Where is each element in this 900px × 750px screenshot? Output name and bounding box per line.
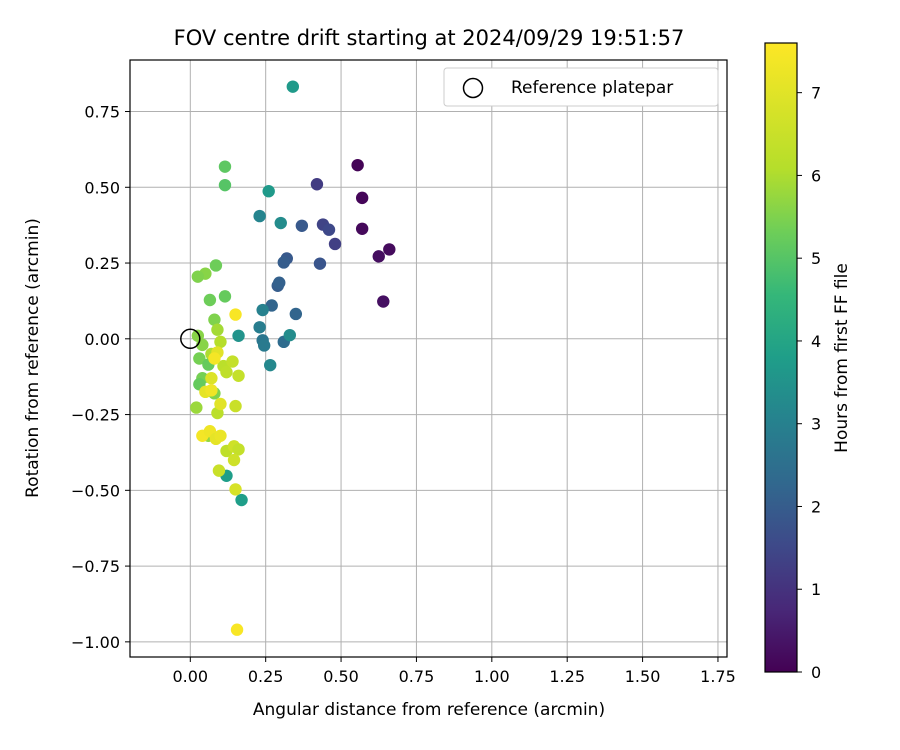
x-tick-label: 1.75 — [700, 667, 736, 686]
data-point — [214, 429, 227, 442]
legend-marker-icon — [462, 77, 484, 99]
y-tick-label: −0.75 — [71, 557, 120, 576]
data-point — [229, 399, 242, 413]
data-point — [230, 623, 244, 636]
y-tick-label: 0.00 — [84, 330, 120, 349]
colorbar-tick-label: 7 — [811, 84, 821, 103]
colorbar — [764, 42, 798, 673]
legend-box — [443, 67, 719, 107]
data-point — [220, 365, 233, 379]
data-point — [289, 307, 303, 321]
data-point — [328, 237, 342, 251]
data-point — [256, 303, 269, 317]
data-point — [355, 222, 369, 235]
x-tick-label: 0.25 — [248, 667, 284, 686]
y-axis-label: Rotation from reference (arcmin) — [23, 218, 43, 498]
data-points — [190, 80, 396, 636]
data-point — [355, 191, 369, 205]
data-point — [193, 352, 206, 365]
x-tick-label: 0.50 — [323, 667, 359, 686]
data-point — [218, 160, 232, 173]
data-point — [229, 308, 242, 321]
colorbar-tick-label: 1 — [811, 580, 821, 599]
data-point — [232, 329, 245, 342]
y-tick-label: −0.25 — [71, 406, 120, 425]
data-point — [377, 295, 390, 308]
x-tick-label: 0.00 — [172, 667, 208, 686]
data-point — [313, 257, 327, 270]
x-tick-label: 1.50 — [625, 667, 661, 686]
data-point — [264, 358, 277, 372]
colorbar-tick-label: 6 — [811, 166, 821, 185]
data-point — [235, 493, 248, 507]
colorbar-tick-label: 3 — [811, 415, 821, 434]
x-tick-label: 0.75 — [399, 667, 435, 686]
data-point — [214, 335, 227, 349]
data-point — [262, 185, 275, 198]
x-tick-label: 1.00 — [474, 667, 510, 686]
x-axis-label: Angular distance from reference (arcmin) — [253, 700, 605, 720]
data-point — [208, 313, 221, 326]
data-point — [274, 216, 287, 230]
colorbar-ticks: 0 1 2 3 4 5 6 7 — [797, 84, 821, 682]
colorbar-tick-label: 0 — [811, 663, 821, 682]
data-point — [218, 178, 232, 192]
colorbar-tick-label: 4 — [811, 332, 821, 351]
data-point — [232, 443, 245, 456]
legend-label: Reference platepar — [511, 78, 673, 98]
data-point — [203, 293, 217, 307]
data-point — [310, 178, 324, 191]
colorbar-tick-label: 5 — [811, 249, 821, 268]
data-point — [209, 259, 223, 272]
colorbar-label: Hours from first FF file — [832, 263, 852, 453]
data-point — [273, 276, 286, 289]
data-point — [205, 371, 218, 385]
legend: Reference platepar — [443, 67, 719, 107]
data-point — [227, 453, 241, 467]
data-point — [191, 270, 205, 283]
reference-platepar-marker — [180, 328, 201, 350]
y-tick-label: 0.75 — [84, 103, 120, 122]
colorbar-tick-label: 2 — [811, 497, 821, 516]
data-point — [205, 384, 218, 397]
data-point — [383, 243, 396, 256]
data-point — [208, 352, 221, 365]
grid — [130, 60, 727, 657]
data-point — [322, 223, 336, 236]
x-axis-ticks: 0.00 0.25 0.50 0.75 1.00 1.25 1.50 1.75 — [172, 657, 736, 686]
y-tick-label: −0.50 — [71, 481, 120, 500]
data-point — [218, 290, 232, 303]
data-point — [253, 321, 266, 334]
y-tick-label: 0.50 — [84, 178, 120, 197]
x-tick-label: 1.25 — [549, 667, 585, 686]
data-point — [211, 323, 224, 336]
plot-frame — [129, 59, 728, 658]
data-point — [283, 328, 297, 342]
data-point — [232, 369, 245, 382]
data-point — [226, 355, 239, 368]
data-point — [277, 256, 290, 269]
y-tick-label: −1.00 — [71, 633, 120, 652]
y-tick-label: 0.25 — [84, 254, 120, 273]
data-point — [229, 483, 242, 496]
data-point — [351, 158, 364, 172]
data-point — [295, 219, 309, 232]
data-point — [214, 397, 227, 411]
data-point — [253, 209, 266, 223]
chart-title: FOV centre drift starting at 2024/09/29 … — [174, 26, 685, 50]
data-point — [257, 339, 271, 352]
data-point — [190, 401, 203, 414]
data-point — [286, 80, 300, 93]
data-point — [372, 250, 385, 263]
y-axis-ticks: −1.00 −0.75 −0.50 −0.25 0.00 0.25 0.50 0.75 — [71, 103, 130, 652]
data-point — [212, 464, 226, 477]
